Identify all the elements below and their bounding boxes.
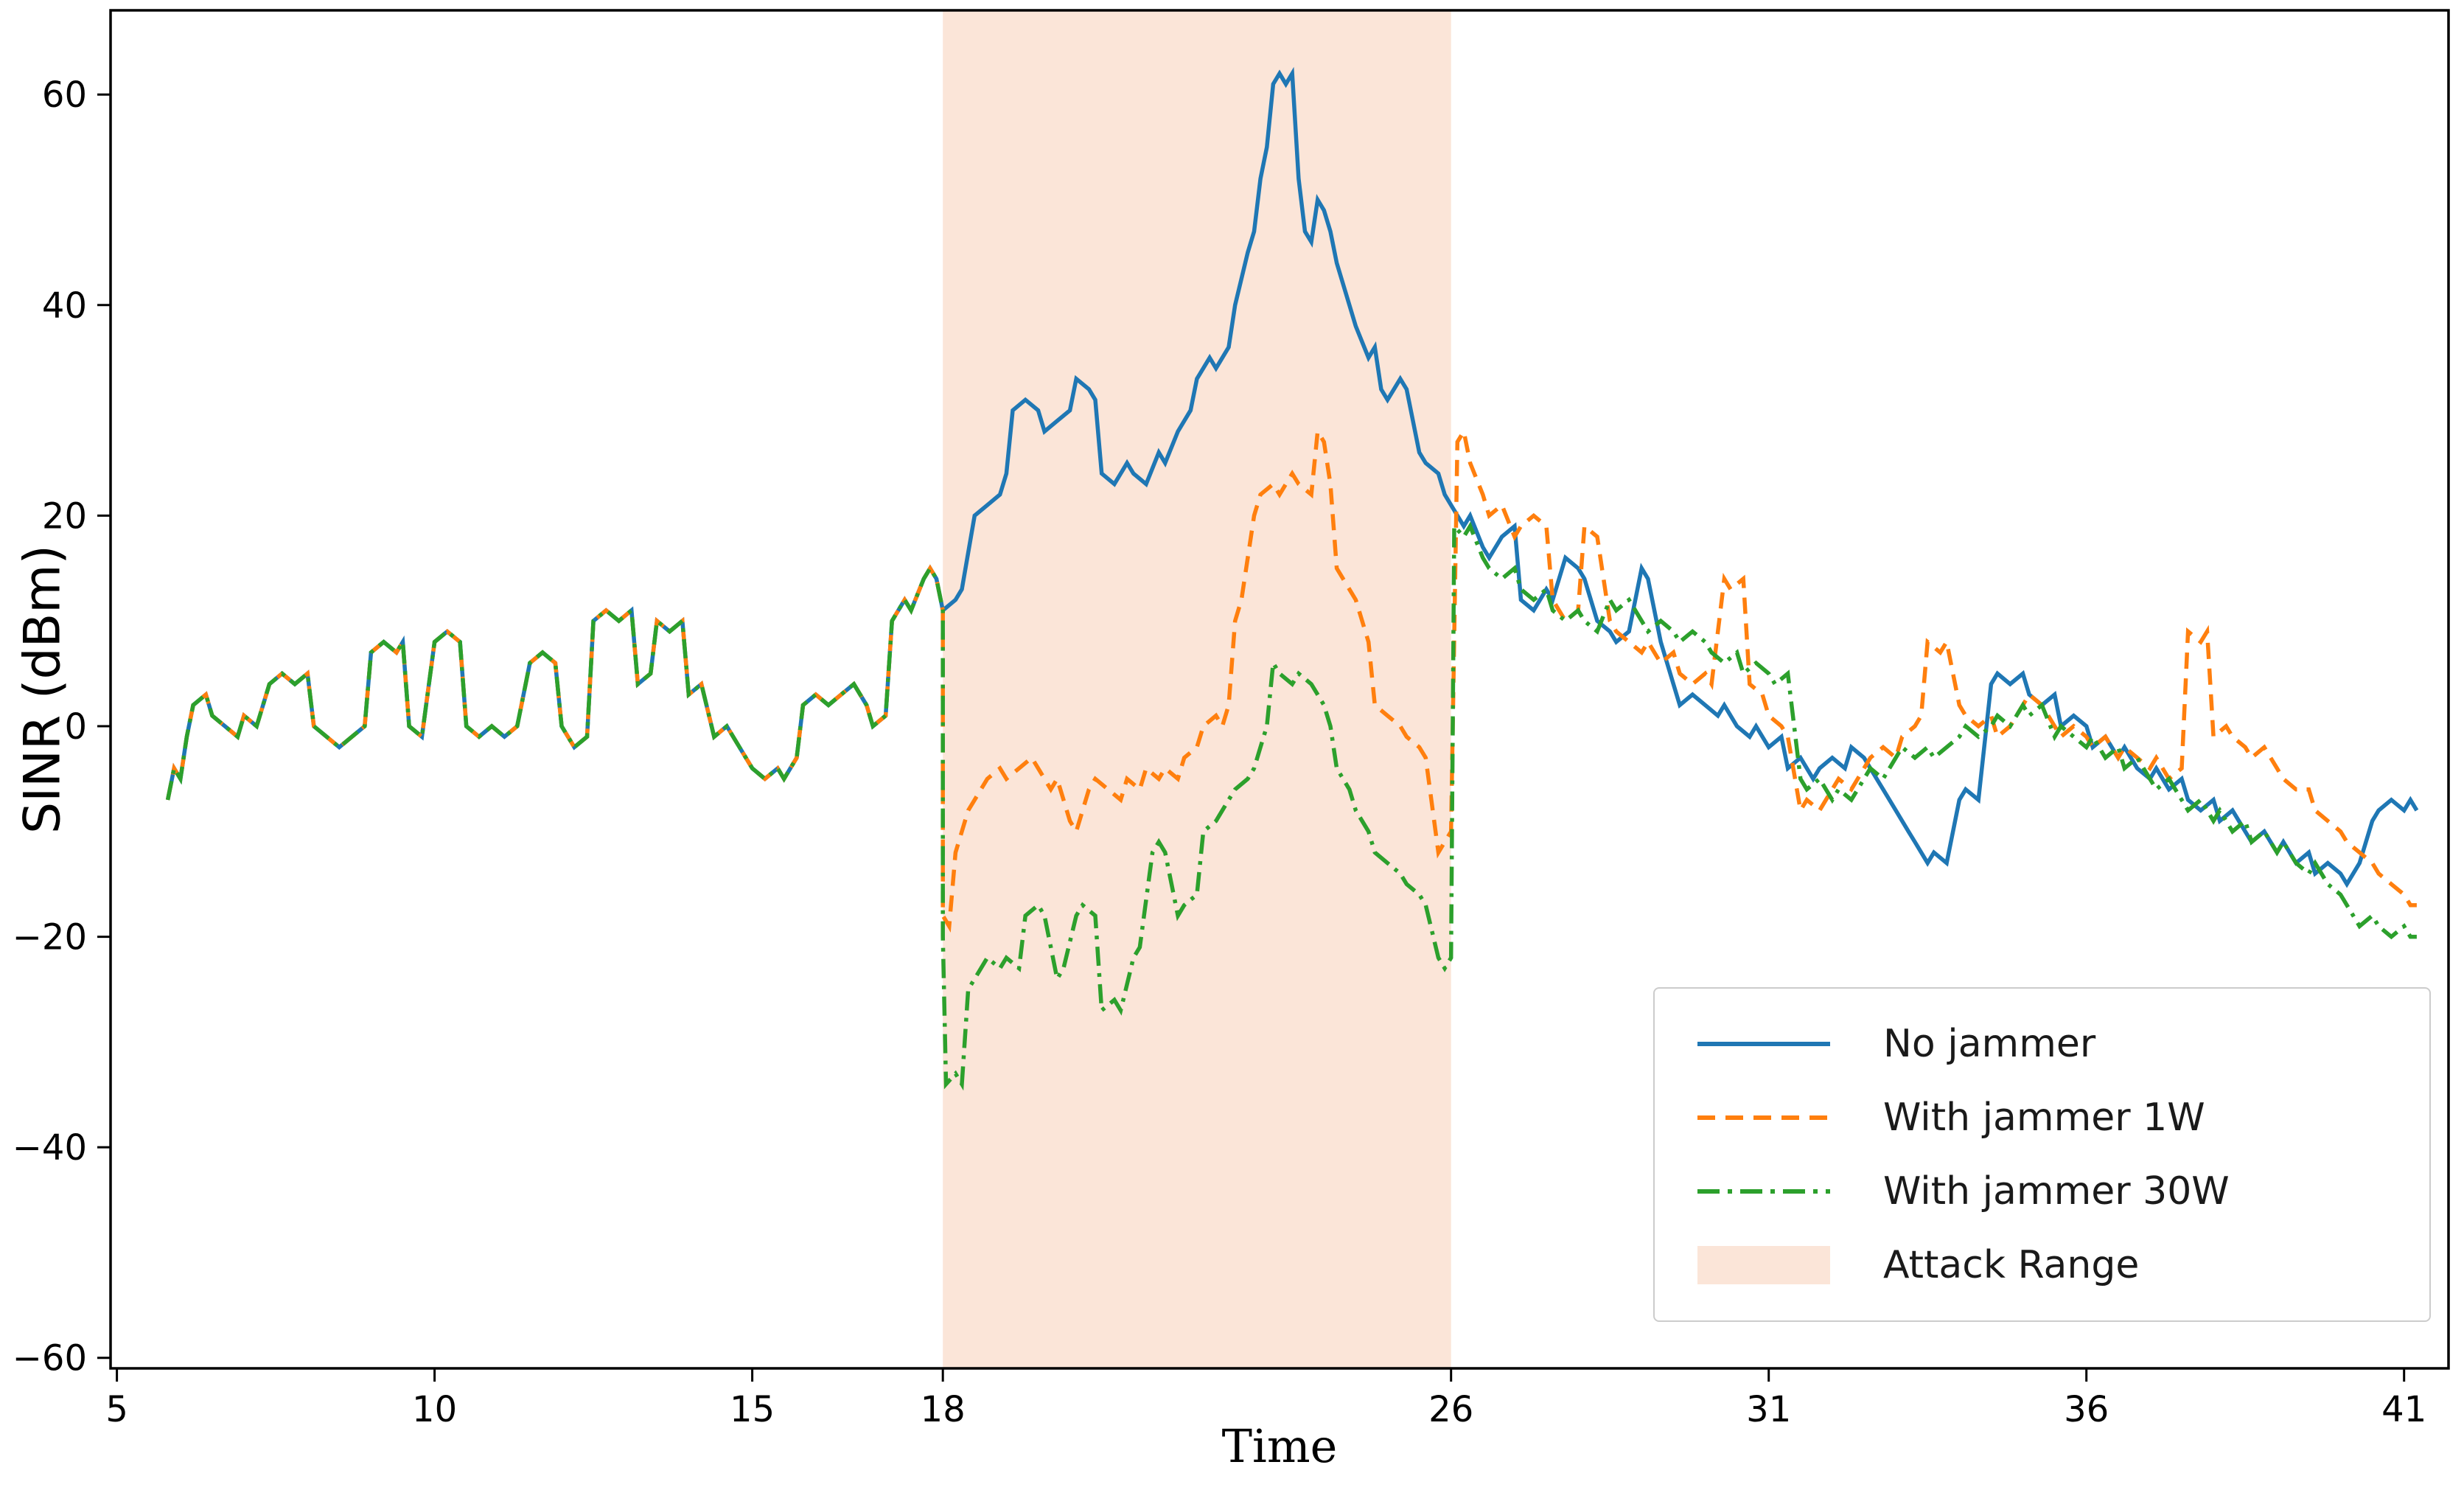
x-tick-label: 15 xyxy=(730,1389,775,1430)
legend-item-with-jammer-1w: With jammer 1W xyxy=(1697,1095,2400,1141)
x-tick-label: 18 xyxy=(921,1389,966,1430)
attack-range-band xyxy=(943,10,1451,1368)
x-axis-label: Time xyxy=(1221,1419,1338,1473)
series-with-jammer-1w xyxy=(165,425,2417,933)
legend: No jammer With jammer 1W With jammer 30W At… xyxy=(1653,987,2431,1322)
y-tick-label: −40 xyxy=(13,1127,87,1169)
y-axis-label: SINR (dBm) xyxy=(13,544,72,835)
x-tick-label: 10 xyxy=(412,1389,457,1430)
x-tick-label: 31 xyxy=(1746,1389,1791,1430)
x-tick-label: 36 xyxy=(2064,1389,2109,1430)
y-tick-label: 20 xyxy=(42,495,87,537)
x-tick-label: 26 xyxy=(1428,1389,1473,1430)
legend-label: No jammer xyxy=(1883,1022,2096,1066)
legend-label: Attack Range xyxy=(1883,1243,2140,1287)
legend-label: With jammer 1W xyxy=(1883,1096,2205,1140)
y-tick-label: −20 xyxy=(13,917,87,958)
y-tick-label: 40 xyxy=(42,285,87,327)
x-tick-label: 5 xyxy=(105,1389,128,1430)
legend-line-sample xyxy=(1697,1039,1830,1049)
legend-patch-sample xyxy=(1697,1246,1830,1284)
legend-line-sample xyxy=(1697,1186,1830,1197)
y-tick-label: 0 xyxy=(64,706,87,748)
legend-item-attack-range: Attack Range xyxy=(1697,1242,2400,1288)
legend-item-no-jammer: No jammer xyxy=(1697,1021,2400,1067)
legend-item-with-jammer-30w: With jammer 30W xyxy=(1697,1169,2400,1214)
axes-frame xyxy=(109,9,2450,1370)
x-tick-label: 41 xyxy=(2381,1389,2426,1430)
legend-line-sample xyxy=(1697,1113,1830,1123)
y-tick-label: 60 xyxy=(42,74,87,116)
legend-label: With jammer 30W xyxy=(1883,1169,2230,1214)
y-tick-label: −60 xyxy=(13,1338,87,1379)
